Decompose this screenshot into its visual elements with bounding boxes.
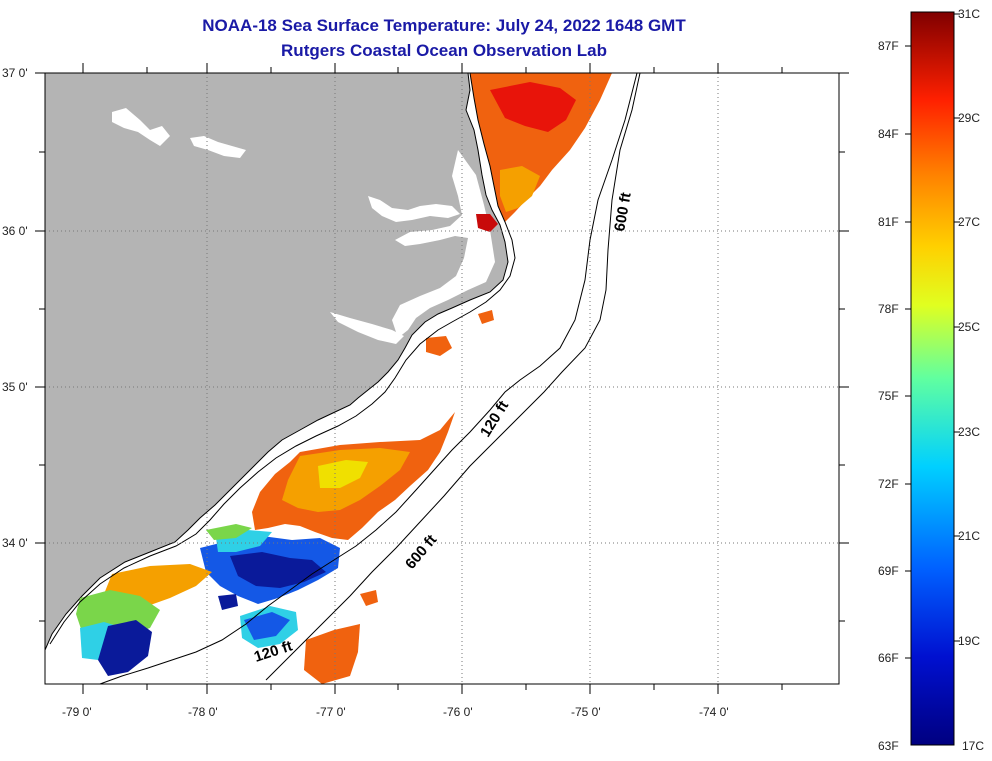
sst-patch-southwest-darkblue bbox=[230, 552, 326, 588]
lon-label-77: -77 0' bbox=[316, 705, 346, 719]
sst-patch-pamlico-small bbox=[478, 310, 494, 324]
lat-label-36: 36 0' bbox=[2, 224, 28, 238]
sst-patch-offshore-blue bbox=[244, 612, 290, 640]
outer-banks-coast bbox=[49, 73, 516, 645]
colorbar-label-87f: 87F bbox=[878, 39, 899, 53]
colorbar-label-81f: 81F bbox=[878, 215, 899, 229]
contour-label-600ft-north: 600 ft bbox=[611, 191, 635, 233]
sst-patch-north-red bbox=[490, 82, 576, 132]
lon-label-74: -74 0' bbox=[699, 705, 729, 719]
colorbar-label-78f: 78F bbox=[878, 302, 899, 316]
lon-label-75: -75 0' bbox=[571, 705, 601, 719]
lon-label-79: -79 0' bbox=[62, 705, 92, 719]
lat-label-35: 35 0' bbox=[2, 380, 28, 394]
lat-label-37: 37 0' bbox=[2, 66, 28, 80]
lon-label-78: -78 0' bbox=[188, 705, 218, 719]
sst-patch-hatteras-darkred bbox=[476, 214, 498, 232]
colorbar-label-84f: 84F bbox=[878, 127, 899, 141]
neuse-river bbox=[330, 312, 404, 344]
colorbar-ticks bbox=[905, 13, 960, 659]
map-title: NOAA-18 Sea Surface Temperature: July 24… bbox=[202, 16, 686, 35]
axis-ticks bbox=[35, 63, 849, 694]
sst-patch-shelfbreak-orange bbox=[360, 590, 378, 606]
colorbar-label-23c: 23C bbox=[958, 425, 980, 439]
colorbar-label-25c: 25C bbox=[958, 320, 980, 334]
sst-patch-capefear-darkblue bbox=[98, 620, 152, 676]
colorbar-label-27c: 27C bbox=[958, 215, 980, 229]
sst-patch-gulfstream-orange bbox=[304, 624, 360, 684]
sst-patch-southwest-green bbox=[206, 524, 252, 540]
lat-label-34: 34 0' bbox=[2, 536, 28, 550]
colorbar-label-19c: 19C bbox=[958, 634, 980, 648]
albemarle-sound bbox=[368, 196, 460, 222]
colorbar-label-66f: 66F bbox=[878, 651, 899, 665]
sst-patch-offshore-darkblue bbox=[218, 594, 238, 610]
sst-patch-pamlico-orange bbox=[426, 336, 452, 356]
colorbar-label-63f: 63F bbox=[878, 739, 899, 753]
colorbar-label-29c: 29C bbox=[958, 111, 980, 125]
colorbar-label-69f: 69F bbox=[878, 564, 899, 578]
sst-patch-north-yellow bbox=[500, 166, 540, 212]
contour-600ft bbox=[265, 73, 641, 681]
colorbar-label-21c: 21C bbox=[958, 529, 980, 543]
colorbar-label-72f: 72F bbox=[878, 477, 899, 491]
colorbar-label-31c: 31C bbox=[958, 7, 980, 21]
colorbar-label-75f: 75F bbox=[878, 389, 899, 403]
map-frame bbox=[44, 72, 840, 685]
sst-patch-south-lightyellow bbox=[318, 460, 368, 488]
chesapeake-lakes bbox=[112, 108, 170, 146]
contour-120ft bbox=[99, 73, 638, 684]
colorbar bbox=[910, 11, 955, 746]
lon-label-76: -76 0' bbox=[443, 705, 473, 719]
graticule bbox=[45, 73, 839, 684]
map-subtitle: Rutgers Coastal Ocean Observation Lab bbox=[281, 41, 607, 60]
colorbar-label-17c: 17C bbox=[962, 739, 984, 753]
inland-lake bbox=[190, 136, 246, 158]
pamlico-sound bbox=[392, 150, 495, 338]
